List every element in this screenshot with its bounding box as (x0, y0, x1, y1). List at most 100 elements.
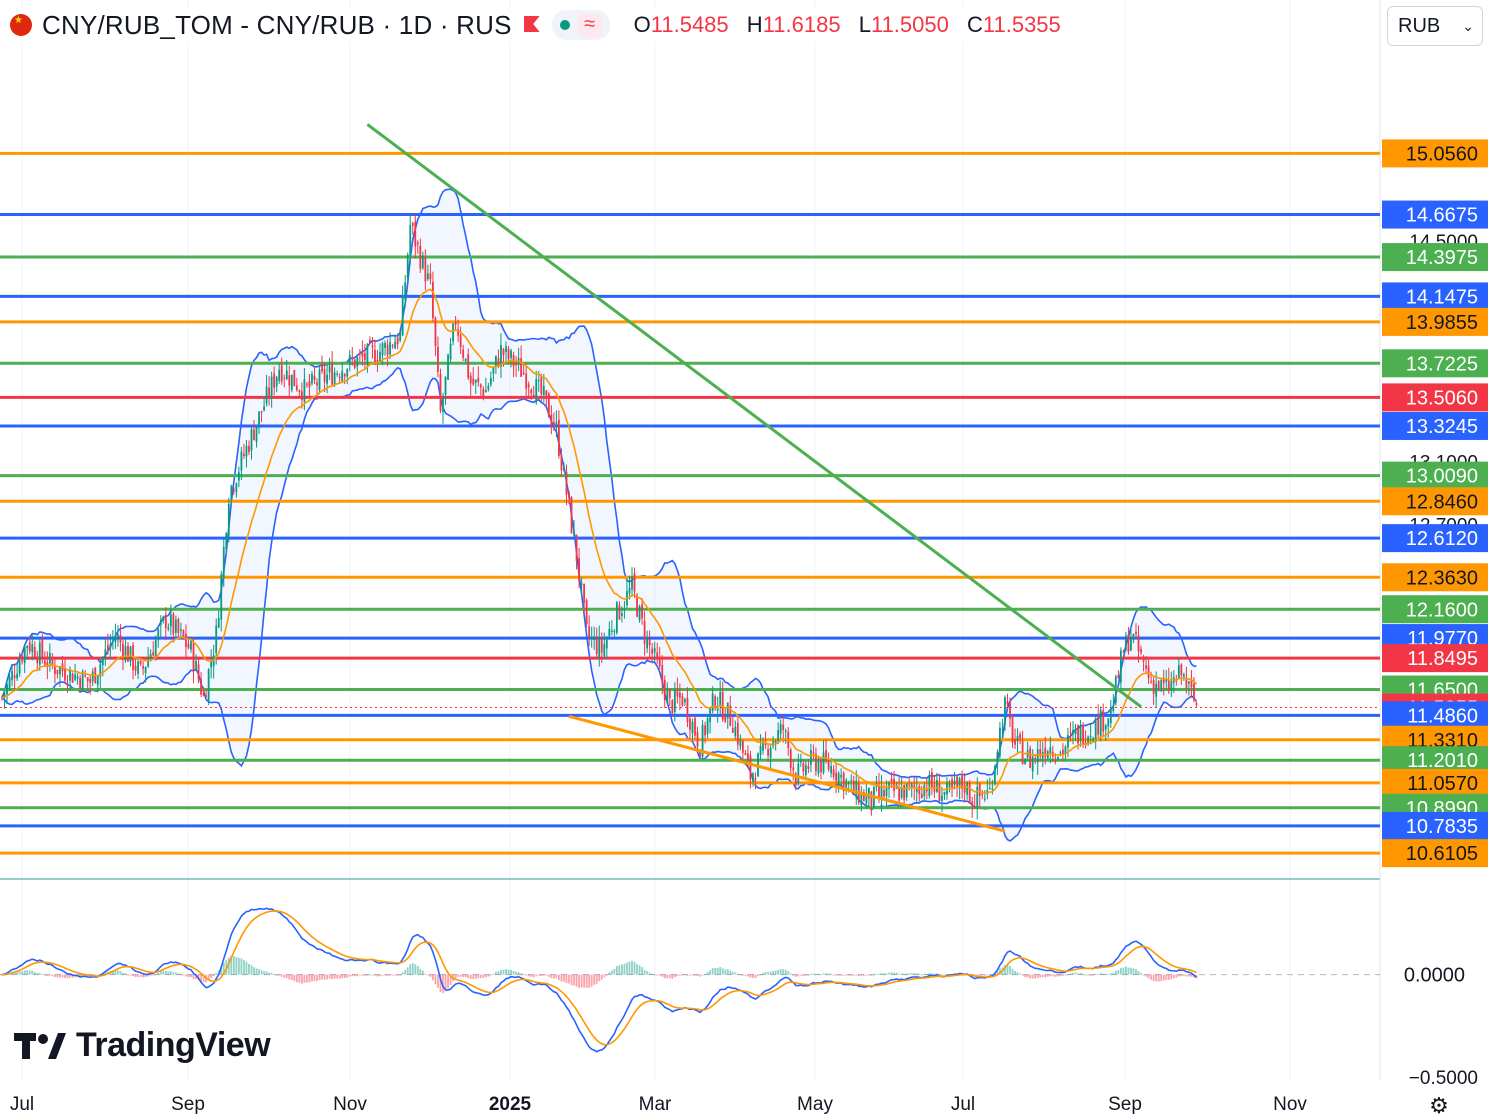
macd-histogram-bar (764, 972, 767, 975)
candle-body (888, 782, 890, 789)
candle-body (454, 322, 457, 325)
macd-histogram-bar (487, 974, 490, 977)
support-resistance-levels (0, 151, 1380, 855)
indicator-toggle[interactable]: ≈ (551, 10, 610, 40)
macd-histogram-bar (331, 974, 334, 980)
macd-histogram-bar (799, 974, 802, 976)
flag-marker-icon[interactable] (522, 16, 542, 34)
macd-histogram-bar (411, 963, 414, 975)
candle-body (915, 789, 918, 793)
symbol-title[interactable]: CNY/RUB_TOM - CNY/RUB · 1D · RUS (42, 9, 512, 40)
macd-histogram-bar (313, 974, 316, 982)
macd-histogram-bar (1064, 974, 1067, 976)
candle-body (852, 780, 855, 794)
macd-histogram-bar (1180, 974, 1183, 977)
candle-body (923, 785, 926, 797)
candle-body (684, 699, 686, 703)
candle-body (1140, 648, 1142, 653)
candle-body (99, 664, 102, 677)
candle-body (938, 784, 941, 802)
candle-body (792, 767, 795, 771)
candle-body (694, 718, 696, 736)
macd-histogram-bar (346, 974, 349, 978)
candle-body (535, 379, 538, 403)
macd-pane (0, 907, 1380, 1053)
candle-body (164, 614, 167, 628)
candle-body (555, 422, 558, 426)
candle-body (1004, 697, 1006, 726)
macd-histogram-bar (568, 974, 570, 984)
candle-body (600, 636, 603, 653)
candle-body (878, 785, 880, 797)
macd-histogram-bar (457, 974, 460, 978)
candle-body (235, 483, 238, 493)
candle-body (845, 780, 848, 788)
candle-body (101, 657, 104, 666)
macd-histogram-bar (467, 974, 470, 979)
candle-body (1104, 725, 1107, 730)
candle-body (920, 793, 923, 798)
candle-body (404, 282, 407, 300)
macd-histogram-bar (1051, 974, 1054, 977)
macd-histogram-bar (474, 974, 477, 979)
candle-body (610, 630, 613, 632)
candle-body (797, 763, 800, 784)
macd-histogram-bar (885, 973, 888, 975)
macd-histogram-bar (419, 968, 422, 975)
macd-histogram-bar (81, 974, 84, 977)
macd-histogram-bar (686, 974, 689, 976)
price-label-text: 12.3630 (1406, 567, 1478, 589)
macd-histogram-bar (159, 971, 162, 975)
macd-histogram-bar (752, 974, 754, 978)
candle-body (983, 798, 986, 800)
tradingview-logo[interactable]: TradingView (14, 1026, 271, 1065)
macd-histogram-bar (117, 970, 119, 975)
candle-body (182, 630, 185, 638)
candle-body (1014, 739, 1016, 745)
candle-body (583, 583, 586, 603)
macd-histogram-bar (772, 971, 775, 975)
macd-histogram-bar (999, 968, 1001, 975)
macd-histogram-bar (235, 957, 238, 975)
candle-body (51, 657, 54, 665)
macd-histogram-bar (341, 974, 344, 979)
candle-body (714, 696, 717, 709)
macd-histogram-bar (459, 974, 462, 977)
macd-histogram-bar (424, 973, 427, 975)
candle-body (358, 353, 361, 355)
macd-histogram-bar (399, 974, 402, 976)
macd-histogram-bar (306, 974, 308, 983)
macd-histogram-bar (1054, 974, 1057, 977)
candle-body (1099, 709, 1102, 737)
macd-histogram-bar (890, 972, 893, 975)
macd-histogram-bar (852, 974, 855, 976)
macd-histogram-bar (923, 973, 926, 975)
time-axis-label: Nov (333, 1094, 367, 1115)
price-label-box (1382, 307, 1488, 336)
macd-histogram-bar (736, 973, 739, 975)
macd-histogram-bar (59, 974, 61, 978)
macd-histogram-bar (298, 974, 301, 983)
macd-histogram-bar (66, 974, 69, 979)
candle-body (565, 471, 568, 495)
macd-histogram-bar (258, 969, 260, 975)
macd-histogram-bar (769, 971, 772, 975)
macd-histogram-bar (726, 969, 729, 975)
approx-icon[interactable]: ≈ (577, 13, 602, 37)
macd-histogram-bar (792, 974, 795, 976)
candle-body (1165, 679, 1168, 682)
macd-histogram-bar (938, 974, 941, 976)
candle-body (580, 583, 583, 585)
time-axis-label: Mar (638, 1094, 672, 1115)
currency-select[interactable]: RUB ⌄ (1387, 6, 1483, 46)
macd-histogram-bar (363, 974, 366, 976)
settings-icon[interactable]: ⚙ (1429, 1093, 1449, 1118)
candle-body (527, 384, 530, 388)
macd-histogram-bar (371, 974, 374, 976)
macd-histogram-bar (1041, 974, 1044, 978)
candle-body (119, 635, 122, 643)
candle-body (338, 376, 341, 378)
macd-histogram-bar (1152, 974, 1155, 982)
candle-body (162, 616, 165, 621)
